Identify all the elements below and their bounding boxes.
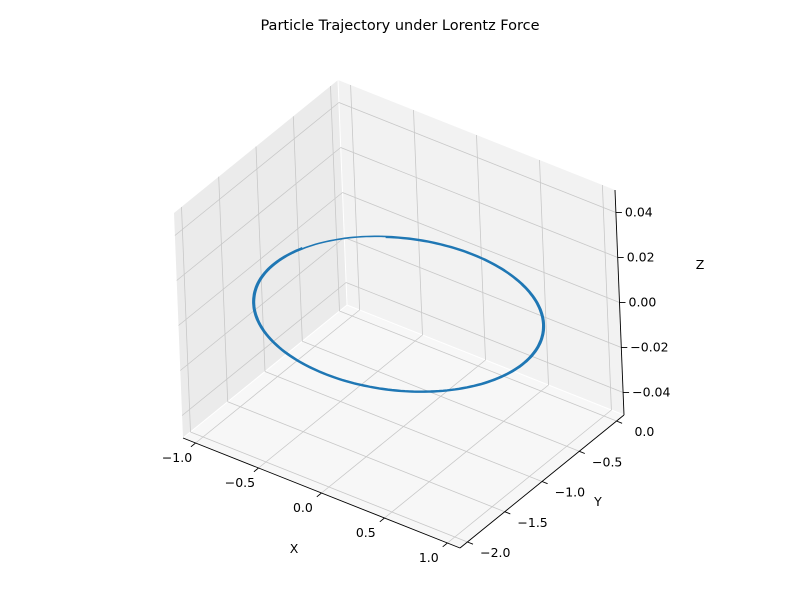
z-grid-back [338, 102, 617, 213]
trajectory-line [252, 235, 546, 393]
y-tick-label: −1.5 [517, 515, 547, 530]
y-axis-label: Y [593, 494, 602, 509]
z-grid-back [340, 147, 618, 258]
z-tick-label: −0.04 [632, 385, 670, 400]
y-grid-floor [302, 340, 580, 452]
tick-labels: −1.0 −0.5 0.0 0.5 1.0 −2.0 −1.5 −1.0 −0.5 0.0 −0.0… [162, 205, 671, 566]
x-tick-label: 1.0 [419, 550, 439, 565]
y-grid-floor [190, 431, 468, 543]
x-axis-label: X [290, 541, 299, 556]
z-tick-label: −0.02 [630, 340, 668, 355]
y-tick [616, 420, 623, 424]
x-tick-label: −0.5 [225, 475, 255, 490]
z-grid-back [344, 237, 622, 348]
z-tick-label: 0.00 [629, 295, 657, 310]
z-grid-back [342, 192, 620, 303]
x-tick [190, 442, 196, 448]
x-tick-label: −1.0 [162, 450, 192, 465]
y-tick [579, 450, 585, 454]
y-tick [504, 511, 511, 515]
y-grid-floor [227, 401, 505, 513]
x-tick [379, 517, 385, 523]
x-tick [442, 542, 448, 548]
x-tick [316, 492, 322, 498]
y-grid-floor [339, 310, 617, 422]
x-tick [253, 467, 259, 473]
z-grid-left [174, 102, 340, 236]
z-grid-left [180, 237, 345, 371]
y-tick [467, 541, 474, 545]
z-tick-label: 0.02 [627, 250, 655, 265]
series-group [252, 235, 546, 393]
y-tick-label: −2.0 [480, 545, 510, 560]
z-grid-left [176, 147, 341, 281]
y-grid-floor [264, 371, 543, 482]
x-tick-label: 0.0 [293, 500, 313, 515]
z-grid-left [181, 282, 347, 416]
x-tick-label: 0.5 [356, 525, 376, 540]
z-tick-label: 0.04 [625, 205, 653, 220]
chart-title: Particle Trajectory under Lorentz Force [260, 18, 539, 34]
grid-lines [174, 84, 624, 544]
y-tick [541, 481, 548, 485]
y-tick-label: −0.5 [592, 454, 622, 469]
y-tick-label: −1.0 [555, 485, 585, 500]
z-grid-back [345, 282, 624, 393]
z-axis-label: Z [696, 257, 705, 272]
z-grid-left [178, 192, 343, 326]
tick-marks [190, 212, 630, 548]
y-tick-label: 0.0 [634, 424, 654, 439]
